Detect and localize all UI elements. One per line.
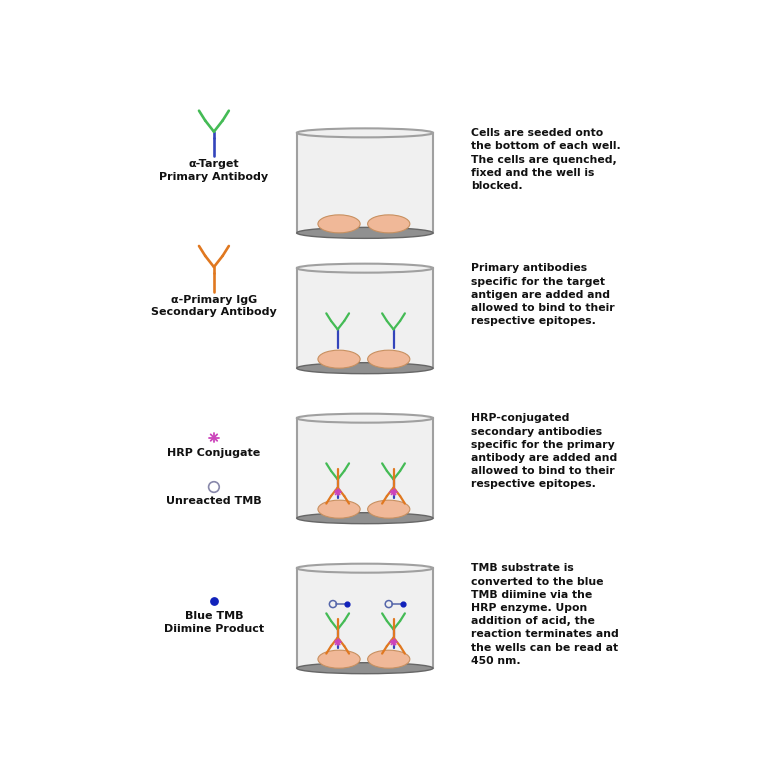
FancyBboxPatch shape <box>297 133 433 233</box>
Text: α-Target
Primary Antibody: α-Target Primary Antibody <box>160 160 268 182</box>
Ellipse shape <box>297 363 433 374</box>
Text: Blue TMB
Diimine Product: Blue TMB Diimine Product <box>163 611 264 633</box>
Ellipse shape <box>297 513 433 523</box>
Ellipse shape <box>297 128 433 138</box>
Ellipse shape <box>318 500 360 518</box>
Ellipse shape <box>318 215 360 233</box>
Ellipse shape <box>297 413 433 422</box>
Ellipse shape <box>367 500 410 518</box>
Text: Cells are seeded onto
the bottom of each well.
The cells are quenched,
fixed and: Cells are seeded onto the bottom of each… <box>471 128 621 191</box>
FancyBboxPatch shape <box>297 568 433 668</box>
Text: Primary antibodies
specific for the target
antigen are added and
allowed to bind: Primary antibodies specific for the targ… <box>471 264 615 326</box>
Ellipse shape <box>297 564 433 573</box>
Ellipse shape <box>297 264 433 273</box>
Text: α-Primary IgG
Secondary Antibody: α-Primary IgG Secondary Antibody <box>151 295 277 317</box>
Ellipse shape <box>318 650 360 668</box>
Point <box>208 594 220 607</box>
Point <box>397 598 409 610</box>
FancyBboxPatch shape <box>297 418 433 518</box>
Ellipse shape <box>318 350 360 368</box>
Text: TMB substrate is
converted to the blue
TMB diimine via the
HRP enzyme. Upon
addi: TMB substrate is converted to the blue T… <box>471 564 620 666</box>
Ellipse shape <box>297 662 433 674</box>
Text: HRP-conjugated
secondary antibodies
specific for the primary
antibody are added : HRP-conjugated secondary antibodies spec… <box>471 413 618 490</box>
Point <box>341 598 353 610</box>
Ellipse shape <box>297 228 433 238</box>
FancyBboxPatch shape <box>297 268 433 368</box>
Ellipse shape <box>367 350 410 368</box>
Text: HRP Conjugate: HRP Conjugate <box>167 448 261 458</box>
Ellipse shape <box>367 215 410 233</box>
Ellipse shape <box>367 650 410 668</box>
Text: Unreacted TMB: Unreacted TMB <box>166 496 262 506</box>
